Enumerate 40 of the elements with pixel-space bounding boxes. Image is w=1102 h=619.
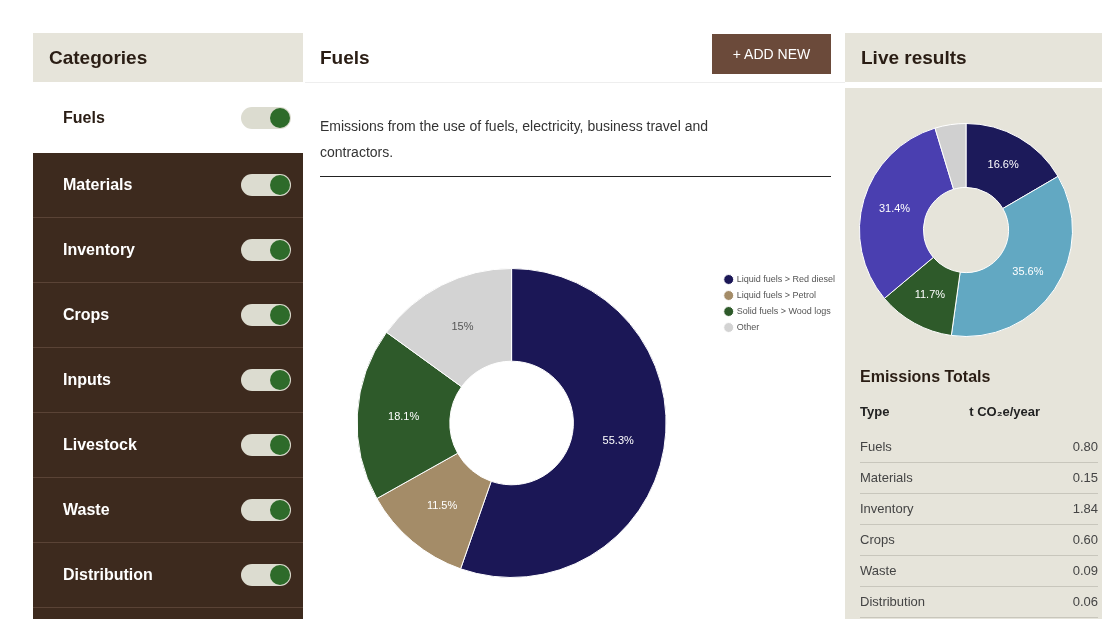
- text: Inventory: [33, 218, 303, 283]
- text: Materials: [860, 469, 913, 487]
- legend-label: Solid fuels > Wood logs: [736, 305, 832, 316]
- data-label: 55.3%: [602, 434, 635, 447]
- chart-title: Live results: [845, 33, 1102, 88]
- text: Inputs: [33, 348, 303, 413]
- text: 0.80: [1072, 438, 1098, 456]
- text: Waste: [33, 478, 303, 543]
- text: Materials: [33, 153, 303, 218]
- data-label: 11.7%: [914, 288, 946, 301]
- text: 0.60: [1072, 531, 1098, 549]
- data-label: 31.4%: [878, 201, 911, 214]
- text: Fuels: [33, 82, 303, 153]
- text: Distribution: [860, 593, 926, 611]
- text: 1.84: [1072, 500, 1098, 518]
- data-label: 11.5%: [426, 498, 458, 511]
- chart-subtitle: Emissions from the use of fuels, electricity, business travel and contractors.: [320, 117, 709, 162]
- text: 0.15: [1072, 469, 1098, 487]
- text: + ADD NEW: [712, 34, 831, 74]
- text: Inventory: [860, 500, 914, 518]
- text: 0.09: [1072, 562, 1098, 580]
- data-label: 16.6%: [987, 158, 1019, 171]
- legend-label: Other: [736, 321, 760, 332]
- text: Livestock: [33, 413, 303, 478]
- data-label: 18.1%: [388, 409, 420, 422]
- text: Crops: [860, 531, 895, 549]
- text: Distribution: [33, 543, 303, 608]
- chart-title: Fuels: [320, 47, 370, 68]
- text: Categories: [33, 33, 303, 82]
- text: Waste: [860, 562, 897, 580]
- data-label: 15%: [451, 319, 474, 332]
- text: Emissions Totals: [860, 367, 992, 387]
- text: t CO₂e/year: [969, 403, 1040, 421]
- legend-label: Liquid fuels > Red diesel: [736, 273, 836, 284]
- data-label: 35.6%: [1012, 264, 1044, 277]
- text: Fuels: [860, 438, 892, 456]
- text: 0.06: [1072, 593, 1098, 611]
- text: Crops: [33, 283, 303, 348]
- text: Type: [860, 403, 890, 421]
- legend-label: Liquid fuels > Petrol: [736, 289, 816, 300]
